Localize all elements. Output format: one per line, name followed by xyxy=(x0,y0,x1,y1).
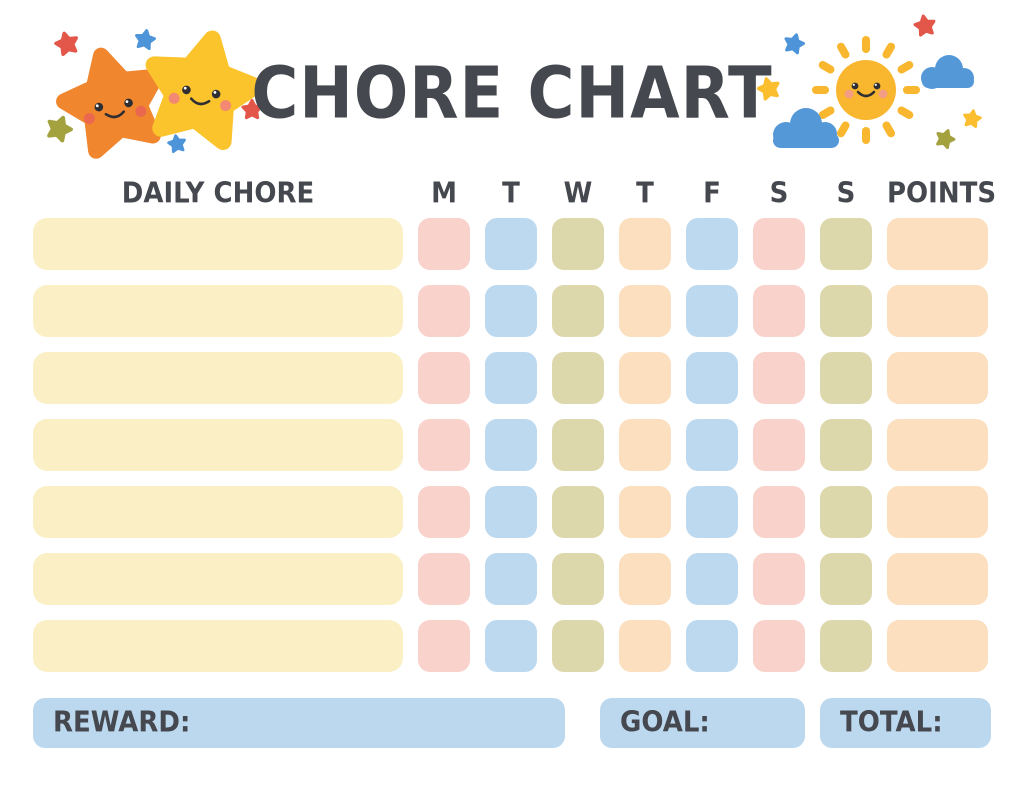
day-cell-W-row-3[interactable] xyxy=(552,352,604,404)
day-cell-M-row-3[interactable] xyxy=(418,352,470,404)
column-header-day-5: S xyxy=(769,177,789,211)
day-cell-M-row-7[interactable] xyxy=(418,620,470,672)
title-area: CHORE CHART xyxy=(33,10,991,170)
column-header-day-4: F xyxy=(703,177,721,211)
day-cell-T-row-2[interactable] xyxy=(485,285,537,337)
day-cell-F-row-3[interactable] xyxy=(686,352,738,404)
chore-row-3 xyxy=(33,352,991,404)
column-header-day-0: M xyxy=(431,177,457,211)
day-cell-T-row-5[interactable] xyxy=(485,486,537,538)
day-cell-M-row-5[interactable] xyxy=(418,486,470,538)
day-cell-S-row-5[interactable] xyxy=(753,486,805,538)
day-cell-S-row-1[interactable] xyxy=(820,218,872,270)
chore-name-cell[interactable] xyxy=(33,486,403,538)
day-cell-S-row-1[interactable] xyxy=(753,218,805,270)
footer: REWARD: GOAL: TOTAL: xyxy=(33,698,991,748)
cloud-front-icon xyxy=(773,108,839,148)
page-title: CHORE CHART xyxy=(251,52,773,136)
day-cell-M-row-6[interactable] xyxy=(418,553,470,605)
points-cell-row-3[interactable] xyxy=(887,352,988,404)
column-header-day-3: T xyxy=(636,177,654,211)
chore-name-cell[interactable] xyxy=(33,620,403,672)
day-cell-S-row-2[interactable] xyxy=(820,285,872,337)
orange-star-face xyxy=(83,98,147,125)
column-header-day-6: S xyxy=(836,177,856,211)
chore-row-5 xyxy=(33,486,991,538)
column-header-points: POINTS xyxy=(887,177,997,211)
day-cell-M-row-4[interactable] xyxy=(418,419,470,471)
chore-row-4 xyxy=(33,419,991,471)
day-cell-T-row-4[interactable] xyxy=(619,419,671,471)
column-header-day-2: W xyxy=(563,177,593,211)
goal-label: GOAL: xyxy=(620,706,710,740)
day-cell-T-row-2[interactable] xyxy=(619,285,671,337)
points-cell-row-5[interactable] xyxy=(887,486,988,538)
day-cell-S-row-5[interactable] xyxy=(820,486,872,538)
day-cell-F-row-5[interactable] xyxy=(686,486,738,538)
chore-chart-page: CHORE CHART DAILY CHORE M T W T F S S POINTS REW… xyxy=(33,10,997,748)
chore-name-cell[interactable] xyxy=(33,285,403,337)
points-cell-row-7[interactable] xyxy=(887,620,988,672)
day-cell-S-row-7[interactable] xyxy=(753,620,805,672)
chore-name-cell[interactable] xyxy=(33,419,403,471)
day-cell-S-row-4[interactable] xyxy=(820,419,872,471)
day-cell-S-row-3[interactable] xyxy=(820,352,872,404)
day-cell-M-row-1[interactable] xyxy=(418,218,470,270)
day-cell-T-row-6[interactable] xyxy=(485,553,537,605)
day-cell-S-row-6[interactable] xyxy=(753,553,805,605)
points-cell-row-1[interactable] xyxy=(887,218,988,270)
yellow-star-face xyxy=(168,85,232,112)
day-cell-T-row-1[interactable] xyxy=(619,218,671,270)
day-cell-F-row-6[interactable] xyxy=(686,553,738,605)
day-cell-W-row-6[interactable] xyxy=(552,553,604,605)
points-cell-row-6[interactable] xyxy=(887,553,988,605)
chore-row-7 xyxy=(33,620,991,672)
chore-name-cell[interactable] xyxy=(33,352,403,404)
day-cell-W-row-7[interactable] xyxy=(552,620,604,672)
column-header-daily-chore: DAILY CHORE xyxy=(121,177,315,211)
day-cell-S-row-2[interactable] xyxy=(753,285,805,337)
column-header-day-1: T xyxy=(502,177,520,211)
day-cell-F-row-1[interactable] xyxy=(686,218,738,270)
total-label: TOTAL: xyxy=(840,706,943,740)
day-cell-W-row-1[interactable] xyxy=(552,218,604,270)
day-cell-T-row-4[interactable] xyxy=(485,419,537,471)
day-cell-S-row-7[interactable] xyxy=(820,620,872,672)
day-cell-T-row-5[interactable] xyxy=(619,486,671,538)
day-cell-T-row-7[interactable] xyxy=(485,620,537,672)
reward-box[interactable]: REWARD: xyxy=(33,698,565,748)
chore-name-cell[interactable] xyxy=(33,553,403,605)
day-cell-W-row-4[interactable] xyxy=(552,419,604,471)
goal-box[interactable]: GOAL: xyxy=(600,698,805,748)
chore-name-cell[interactable] xyxy=(33,218,403,270)
points-cell-row-2[interactable] xyxy=(887,285,988,337)
chore-row-6 xyxy=(33,553,991,605)
day-cell-M-row-2[interactable] xyxy=(418,285,470,337)
day-cell-T-row-3[interactable] xyxy=(485,352,537,404)
day-cell-T-row-1[interactable] xyxy=(485,218,537,270)
day-cell-S-row-3[interactable] xyxy=(753,352,805,404)
chore-grid xyxy=(33,218,991,672)
day-cell-T-row-3[interactable] xyxy=(619,352,671,404)
day-cell-S-row-4[interactable] xyxy=(753,419,805,471)
chore-row-1 xyxy=(33,218,991,270)
day-cell-T-row-7[interactable] xyxy=(619,620,671,672)
day-cell-T-row-6[interactable] xyxy=(619,553,671,605)
chore-row-2 xyxy=(33,285,991,337)
day-cell-F-row-7[interactable] xyxy=(686,620,738,672)
day-cell-F-row-4[interactable] xyxy=(686,419,738,471)
day-cell-W-row-5[interactable] xyxy=(552,486,604,538)
stars-decoration-icon xyxy=(43,10,283,162)
sun-icon xyxy=(812,36,920,144)
table-header: DAILY CHORE M T W T F S S POINTS xyxy=(33,176,997,212)
total-box[interactable]: TOTAL: xyxy=(820,698,991,748)
day-cell-W-row-2[interactable] xyxy=(552,285,604,337)
day-cell-F-row-2[interactable] xyxy=(686,285,738,337)
sun-clouds-decoration-icon xyxy=(754,12,983,151)
day-cell-S-row-6[interactable] xyxy=(820,553,872,605)
points-cell-row-4[interactable] xyxy=(887,419,988,471)
cloud-back-icon xyxy=(921,55,974,89)
reward-label: REWARD: xyxy=(53,706,191,740)
